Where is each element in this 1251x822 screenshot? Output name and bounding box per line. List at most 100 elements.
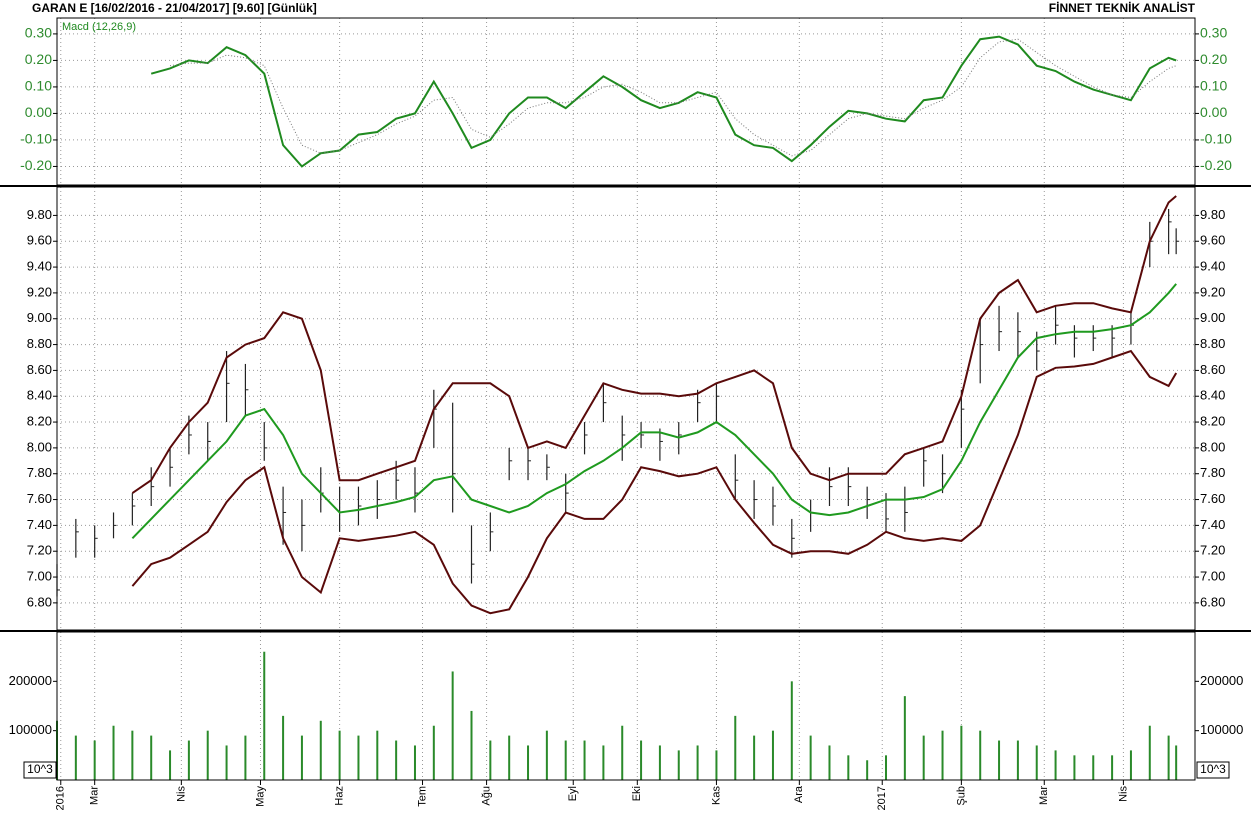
header-title: GARAN E [16/02/2016 - 21/04/2017] [9.60]… [32, 1, 317, 15]
x-tick-label: Şub [955, 786, 967, 806]
y-tick-label: -0.10 [20, 131, 52, 147]
y-tick-label: -0.10 [1200, 131, 1232, 147]
volume-bar [319, 720, 322, 780]
y-tick-label: 0.30 [25, 25, 52, 41]
volume-bar [998, 740, 1001, 780]
volume-bar [1111, 755, 1114, 780]
volume-bar [753, 735, 756, 780]
volume-bar [715, 750, 718, 780]
volume-bar [93, 740, 96, 780]
y-tick-label: 9.40 [27, 259, 52, 274]
volume-bar [1175, 745, 1178, 780]
volume-bar [734, 715, 737, 780]
y-tick-label: 9.00 [27, 310, 52, 325]
volume-bar [187, 740, 190, 780]
y-tick-label: 9.60 [27, 233, 52, 248]
volume-bar [225, 745, 228, 780]
volume-bar [508, 735, 511, 780]
volume-bar [564, 740, 567, 780]
volume-bar [112, 725, 115, 780]
volume-bar [602, 745, 605, 780]
unit-label: 10^3 [1200, 762, 1226, 776]
volume-bar [771, 730, 774, 780]
volume-bar [903, 696, 906, 780]
y-tick-label: 8.20 [1200, 413, 1225, 428]
volume-bar [885, 755, 888, 780]
x-tick-label: Eyl [567, 786, 579, 801]
y-tick-label: 100000 [1200, 722, 1243, 737]
y-tick-label: 7.40 [27, 517, 52, 532]
volume-bar [1092, 755, 1095, 780]
volume-bar [206, 730, 209, 780]
volume-bar [451, 671, 454, 780]
volume-bar [489, 740, 492, 780]
y-tick-label: 0.20 [1200, 51, 1227, 67]
x-tick-label: Haz [334, 786, 346, 806]
volume-bar [527, 745, 530, 780]
y-tick-label: 0.00 [1200, 104, 1227, 120]
volume-bar [583, 740, 586, 780]
y-tick-label: 6.80 [27, 594, 52, 609]
volume-bar [470, 710, 473, 780]
y-tick-label: 8.00 [27, 439, 52, 454]
y-tick-label: 8.20 [27, 413, 52, 428]
volume-bar [244, 735, 247, 780]
volume-bar [847, 755, 850, 780]
y-tick-label: 7.80 [27, 465, 52, 480]
x-tick-label: 2016 [55, 786, 67, 810]
panel-label: Macd (12,26,9) [62, 21, 136, 33]
y-tick-label: 7.20 [1200, 543, 1225, 558]
unit-box [1196, 761, 1230, 779]
y-tick-label: 9.00 [1200, 310, 1225, 325]
y-tick-label: 8.40 [27, 388, 52, 403]
x-tick-label: Kas [710, 786, 722, 805]
x-tick-label: Nis [175, 786, 187, 802]
volume-bar [357, 735, 360, 780]
line-series [131, 195, 1177, 494]
x-tick-label: May [254, 786, 266, 807]
y-tick-label: 8.00 [1200, 439, 1225, 454]
volume-bar [658, 745, 661, 780]
y-tick-label: 200000 [1200, 673, 1243, 688]
y-tick-label: 9.40 [1200, 259, 1225, 274]
y-tick-label: 7.60 [27, 491, 52, 506]
volume-bar [828, 745, 831, 780]
volume-bar [300, 735, 303, 780]
volume-bar [640, 740, 643, 780]
volume-bar [1167, 735, 1170, 780]
y-tick-label: 9.60 [1200, 233, 1225, 248]
y-tick-label: 8.60 [1200, 362, 1225, 377]
y-tick-label: 0.30 [1200, 25, 1227, 41]
y-tick-label: 7.20 [27, 543, 52, 558]
header-brand: FİNNET TEKNİK ANALİST [1049, 0, 1196, 15]
volume-bar [922, 735, 925, 780]
y-tick-label: 9.20 [1200, 284, 1225, 299]
volume-bar [1073, 755, 1076, 780]
line-series [131, 349, 1178, 615]
volume-bar [941, 730, 944, 780]
line-series [131, 283, 1177, 539]
y-tick-label: 6.80 [1200, 594, 1225, 609]
x-tick-label: 2017 [876, 786, 888, 810]
unit-label: 10^3 [27, 762, 53, 776]
volume-bar [790, 681, 793, 780]
volume-bar [376, 730, 379, 780]
volume-bar [282, 715, 285, 780]
y-tick-label: 200000 [9, 673, 52, 688]
volume-bar [263, 651, 266, 780]
volume-bar [1016, 740, 1019, 780]
volume-bar [169, 750, 172, 780]
volume-bar [866, 760, 869, 780]
line-series [169, 38, 1177, 157]
volume-bar [150, 735, 153, 780]
x-tick-label: Mar [89, 786, 101, 805]
unit-box [23, 761, 57, 779]
y-tick-label: 9.80 [27, 207, 52, 222]
y-tick-label: 0.10 [1200, 78, 1227, 94]
y-tick-label: 8.80 [1200, 336, 1225, 351]
volume-bar [809, 735, 812, 780]
line-series [150, 35, 1177, 168]
y-tick-label: 0.00 [25, 104, 52, 120]
